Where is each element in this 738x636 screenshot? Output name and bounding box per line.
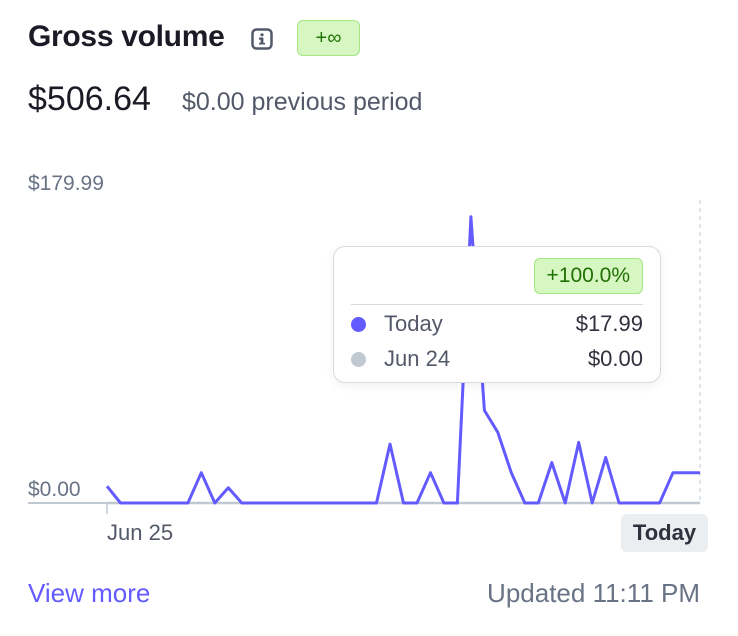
y-axis-min-label: $0.00: [28, 478, 81, 501]
updated-timestamp: Updated 11:11 PM: [487, 578, 700, 608]
total-amount: $506.64: [28, 80, 151, 118]
info-icon[interactable]: [251, 28, 273, 50]
series-line-current: [105, 215, 700, 505]
widget-title: Gross volume: [28, 20, 225, 53]
current-series-dot: [351, 316, 366, 332]
y-axis-max-label: $179.99: [28, 172, 104, 195]
view-more-link[interactable]: View more: [28, 578, 151, 608]
x-axis-end-label: Today: [621, 514, 708, 552]
tooltip-change-badge: +100.0%: [533, 258, 643, 294]
tooltip-row-previous: Jun 24 $0.00: [351, 345, 643, 373]
tooltip-row-current: Today $17.99: [351, 310, 643, 338]
previous-series-dot: [351, 351, 366, 367]
tooltip-label: Jun 24: [384, 346, 451, 371]
change-badge: +∞: [297, 20, 360, 56]
chart-tooltip: +100.0% Today $17.99 Jun 24 $0.00: [333, 246, 661, 383]
x-axis-start-label: Jun 25: [107, 520, 174, 545]
tooltip-divider: [351, 304, 643, 305]
tooltip-value: $17.99: [575, 311, 643, 336]
tooltip-value: $0.00: [587, 346, 643, 371]
tooltip-label: Today: [384, 311, 443, 336]
previous-period-amount: $0.00 previous period: [182, 88, 423, 116]
